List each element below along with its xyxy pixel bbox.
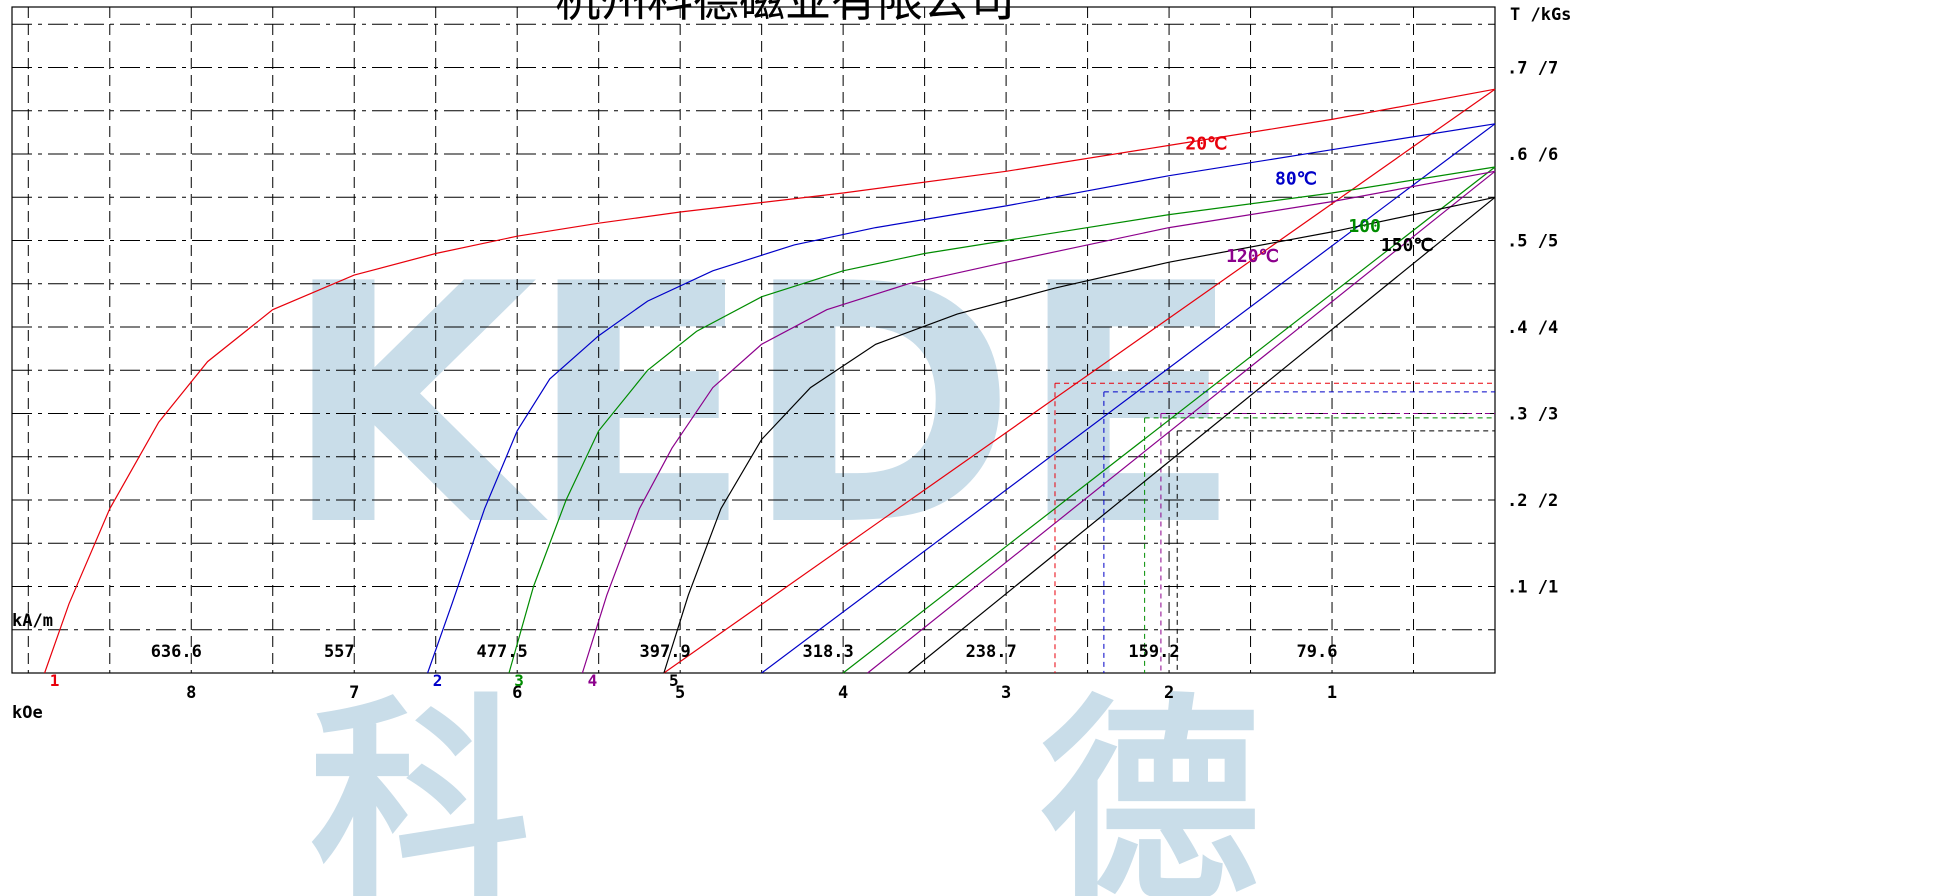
plot-frame <box>11 6 1496 674</box>
x-tick-label-kam: 238.7 <box>966 642 1017 662</box>
series-label: 100 <box>1348 216 1381 237</box>
demag-curve <box>581 170 1496 674</box>
y-tick-label: .6 /6 <box>1507 145 1558 165</box>
watermark-character: 德 <box>1040 676 1260 896</box>
load-line <box>761 123 1496 674</box>
watermark: KED E科德 <box>282 214 1260 896</box>
y-tick-label: .7 /7 <box>1507 59 1558 79</box>
curve-marker: 4 <box>588 671 598 690</box>
x-tick-label-kam: 636.6 <box>151 642 202 662</box>
x-tick-label-koe: 1 <box>1327 683 1337 703</box>
x-tick-label-kam: 397.9 <box>640 642 691 662</box>
demag-curve <box>663 196 1496 674</box>
y-tick-label: .4 /4 <box>1507 318 1558 338</box>
x-tick-label-kam: 477.5 <box>477 642 528 662</box>
x-tick-label-koe: 4 <box>838 683 848 703</box>
y-tick-label: .2 /2 <box>1507 491 1558 511</box>
company-title: 杭州科德磁业有限公司 <box>555 0 1015 27</box>
x-tick-label-kam: 79.6 <box>1297 642 1338 662</box>
axis-labels: T /kGs .1 /1 .2 /2 .3 /3 .4 /4 .5 /5 .6 /6 .7 /… <box>12 5 1571 723</box>
watermark-letter: E <box>527 214 752 598</box>
x-tick-label-kam: 159.2 <box>1128 642 1179 662</box>
watermark-letter: D <box>743 214 1017 598</box>
curve-series <box>44 88 1496 674</box>
series-label: 20℃ <box>1185 134 1227 155</box>
y-tick-label: .3 /3 <box>1507 405 1558 425</box>
watermark-letter: K <box>282 214 550 598</box>
load-line <box>663 88 1496 674</box>
demag-curve <box>427 123 1496 674</box>
x-tick-label-koe: 3 <box>1001 683 1011 703</box>
x-axis-unit-koe: kOe <box>12 703 43 723</box>
grid <box>11 6 1496 674</box>
curve-marker: 2 <box>433 671 443 690</box>
x-tick-label-kam: 557 <box>324 642 355 662</box>
y-tick-label: .1 /1 <box>1507 578 1558 598</box>
x-tick-label-kam: 318.3 <box>803 642 854 662</box>
x-tick-label-koe: 2 <box>1164 683 1174 703</box>
load-line <box>867 170 1496 674</box>
series-label: 150℃ <box>1381 235 1434 256</box>
operating-point-guides <box>1054 382 1495 673</box>
curve-marker: 5 <box>669 671 679 690</box>
x-tick-label-koe: 6 <box>512 683 522 703</box>
load-line <box>842 166 1496 674</box>
series-label: 80℃ <box>1275 168 1317 189</box>
watermark-character: 科 <box>310 676 530 896</box>
x-tick-label-koe: 5 <box>675 683 685 703</box>
curve-marker: 3 <box>514 671 524 690</box>
x-tick-label-koe: 8 <box>186 683 196 703</box>
demag-curve <box>44 88 1496 674</box>
y-tick-label: .5 /5 <box>1507 232 1558 252</box>
load-line <box>907 196 1496 674</box>
curve-marker: 1 <box>50 671 60 690</box>
demag-curve <box>508 166 1496 674</box>
series-label: 120℃ <box>1226 246 1279 267</box>
x-axis-unit-kam: kA/m <box>12 611 53 631</box>
x-tick-label-koe: 7 <box>349 683 359 703</box>
y-axis-unit: T /kGs <box>1510 5 1571 25</box>
